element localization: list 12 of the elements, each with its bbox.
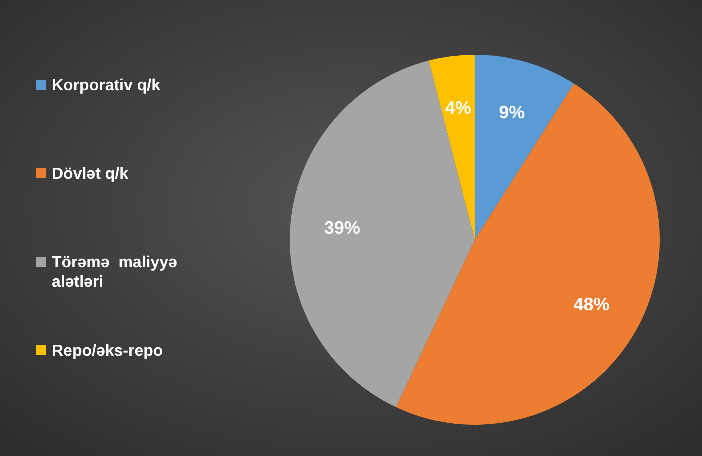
legend-label: Korporativ q/k xyxy=(52,78,161,95)
legend-label: Repo/əks-repo xyxy=(52,343,164,360)
pie-slice xyxy=(475,55,574,240)
data-label: 39% xyxy=(324,218,360,238)
legend-label: Törəmə maliyyə alətləri xyxy=(52,254,178,291)
data-label: 48% xyxy=(574,294,610,314)
data-label: 9% xyxy=(499,102,526,122)
data-label: 4% xyxy=(445,98,472,118)
pie-slice xyxy=(290,60,475,408)
pie-slice xyxy=(396,84,660,425)
legend-label: Dövlət q/k xyxy=(52,166,129,184)
pie-slice xyxy=(428,55,475,240)
